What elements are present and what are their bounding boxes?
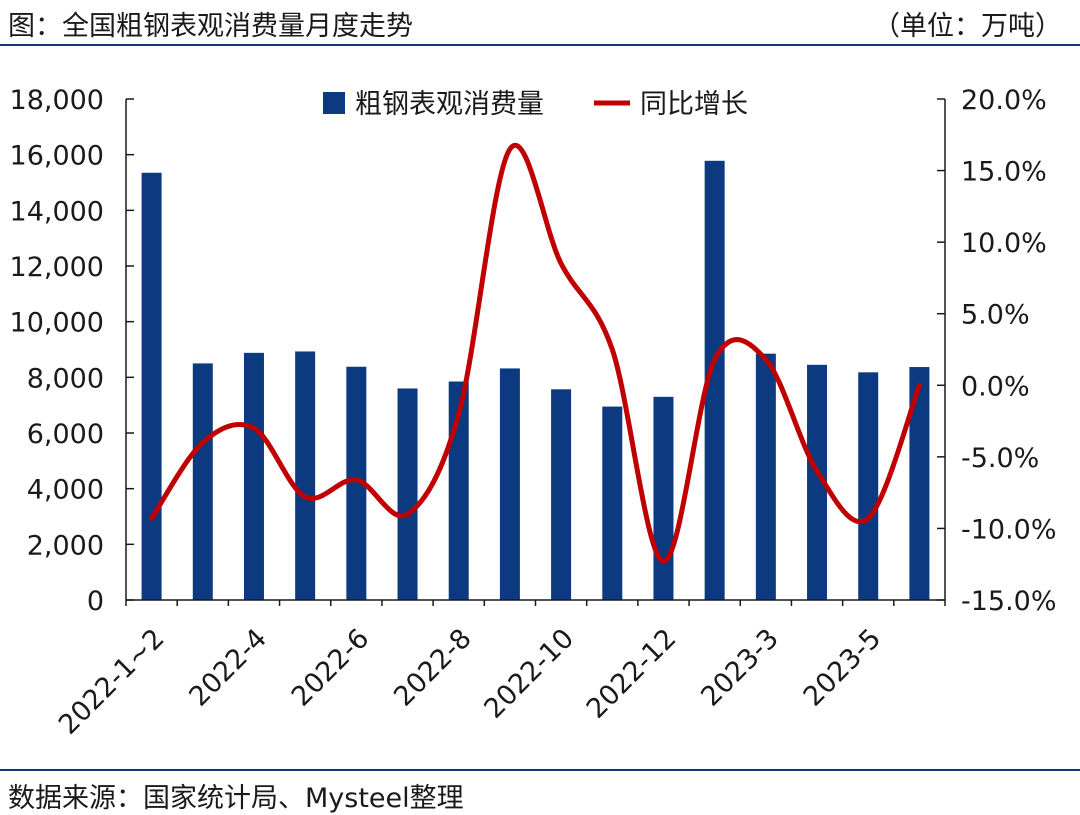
left-axis-tick-label: 14,000: [10, 196, 104, 227]
x-axis-tick-label: 2022-10: [478, 623, 580, 725]
left-axis-tick-label: 4,000: [27, 475, 104, 506]
x-axis-tick-label: 2023-3: [695, 623, 785, 713]
bar: [243, 352, 264, 600]
bar: [192, 363, 213, 600]
right-axis-tick-label: 10.0%: [961, 228, 1047, 259]
right-axis-tick-label: 5.0%: [961, 300, 1030, 331]
bar: [755, 353, 776, 600]
header: 图：全国粗钢表观消费量月度走势 （单位：万吨）: [0, 0, 1080, 46]
right-axis-tick-label: 0.0%: [961, 371, 1030, 402]
left-axis-tick-label: 10,000: [10, 308, 104, 339]
legend-line-label: 同比增长: [640, 89, 748, 120]
right-axis-tick-label: -5.0%: [961, 443, 1039, 474]
left-axis: 0 2,000 4,000 6,000 8,000 10,000 12,000 14,000 1…: [10, 85, 134, 617]
x-axis-tick-label: 2023-5: [798, 623, 888, 713]
bar: [397, 388, 418, 600]
unit-label: （单位：万吨）: [873, 11, 1062, 42]
left-axis-tick-label: 2,000: [27, 530, 104, 561]
x-axis: 2022-1~2 2022-4 2022-6 2022-8 2022-10 2022-12…: [53, 599, 946, 741]
line-series: [149, 143, 922, 564]
x-axis-tick-label: 2022-6: [286, 623, 376, 713]
bar: [499, 368, 520, 600]
left-axis-tick-label: 12,000: [10, 252, 104, 283]
bar: [141, 172, 162, 600]
right-axis-tick-label: -15.0%: [961, 586, 1057, 617]
x-axis-tick-label: 2022-1~2: [53, 623, 171, 741]
header-rule: [0, 44, 1080, 46]
bar: [653, 396, 674, 600]
legend-bar-label: 粗钢表观消费量: [355, 89, 544, 120]
left-axis-tick-label: 8,000: [27, 363, 104, 394]
bar-series: [141, 160, 930, 601]
x-axis-tick-label: 2022-8: [388, 623, 478, 713]
bar: [807, 364, 828, 600]
right-axis-tick-label: -10.0%: [961, 514, 1057, 545]
bar: [295, 351, 316, 600]
legend-bar-swatch: [323, 92, 345, 114]
chart-title: 图：全国粗钢表观消费量月度走势: [8, 11, 413, 42]
bar: [858, 372, 879, 600]
legend: 粗钢表观消费量 同比增长: [323, 89, 748, 120]
bar: [346, 366, 367, 600]
left-axis-tick-label: 0: [87, 586, 104, 617]
footer-rule: [0, 769, 1080, 771]
bar: [602, 406, 623, 600]
bar: [704, 160, 725, 601]
growth-line: [149, 143, 922, 564]
right-axis: -15.0% -10.0% -5.0% 0.0% 5.0% 10.0% 15.0% 20.0%: [937, 85, 1057, 617]
bar: [909, 367, 930, 600]
bar: [551, 389, 572, 600]
left-axis-tick-label: 18,000: [10, 85, 104, 116]
left-axis-tick-label: 6,000: [27, 419, 104, 450]
right-axis-tick-label: 15.0%: [961, 157, 1047, 188]
x-axis-tick-label: 2022-4: [183, 623, 273, 713]
left-axis-tick-label: 16,000: [10, 141, 104, 172]
x-axis-tick-label: 2022-12: [581, 623, 683, 725]
right-axis-tick-label: 20.0%: [961, 85, 1047, 116]
source-note: 数据来源：国家统计局、Mysteel整理: [8, 783, 464, 814]
chart: 0 2,000 4,000 6,000 8,000 10,000 12,000 14,000 1…: [10, 85, 1057, 741]
